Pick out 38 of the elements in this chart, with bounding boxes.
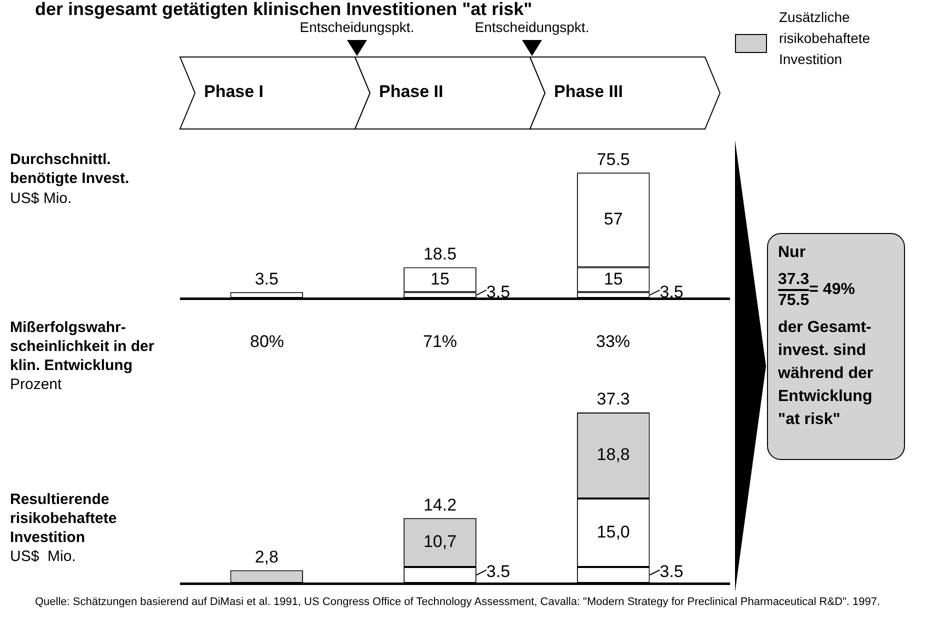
- y-axis-title: Durchschnittl. benötigte Invest.: [10, 150, 130, 188]
- total-label: 18.5: [423, 244, 457, 264]
- y-axis-title: Resultierende risikobehaftete Investition: [10, 490, 118, 547]
- text: Entscheidungspkt.: [474, 19, 590, 35]
- text: 80%: [248, 332, 286, 352]
- x-tick-label: Phase I: [204, 82, 264, 102]
- data-label: 3.5: [486, 282, 510, 302]
- total-label: 2,8: [254, 547, 278, 566]
- text: Prozent: [10, 376, 62, 393]
- data-label: 3.5: [660, 282, 684, 302]
- data-label: 15,0: [596, 522, 630, 542]
- total-label: 14.2: [423, 495, 457, 514]
- text: Nur: [778, 243, 807, 263]
- text: = 49%: [809, 280, 855, 300]
- text: 33%: [594, 332, 632, 352]
- data-label: 18,8: [596, 445, 630, 464]
- total-label: 75.5: [596, 150, 630, 169]
- x-tick-label: Phase II: [379, 82, 444, 102]
- text: Entscheidungspkt.: [298, 19, 416, 35]
- chart-title: der insgesamt getätigten klinischen Investitionen "at risk": [35, 0, 532, 20]
- data-label: 15: [430, 269, 450, 288]
- data-label: 3.5: [660, 562, 684, 582]
- text: 71%: [422, 332, 458, 352]
- data-label: 57: [604, 210, 623, 229]
- data-label: 10,7: [423, 532, 457, 552]
- text: Mißerfolgswahr-scheinlichkeit in der klin. Entwicklung: [10, 318, 156, 375]
- total-label: 37.3: [596, 390, 630, 409]
- data-label: 3.5: [486, 562, 510, 582]
- total-label: 3.5: [254, 269, 278, 288]
- text: US$ Mio.: [10, 190, 72, 207]
- legend-title: Zusätzliche risikobehaftete Investition: [779, 8, 872, 69]
- text: 75.5: [778, 292, 810, 310]
- text: US$ Mio.: [10, 548, 76, 565]
- text: der Gesamt-invest. sind während der Entwicklung "at risk": [778, 318, 874, 430]
- text: 37.3: [778, 270, 810, 291]
- source-note: Quelle: Schätzungen basierend auf DiMasi et al. 1991, US Congress Office of Technology Assessment, Cavalla: "Modern Strategy for Preclinical Pharmaceutical R&D". 1997.: [35, 596, 882, 609]
- data-label: 15: [604, 269, 623, 288]
- x-tick-label: Phase III: [554, 82, 623, 102]
